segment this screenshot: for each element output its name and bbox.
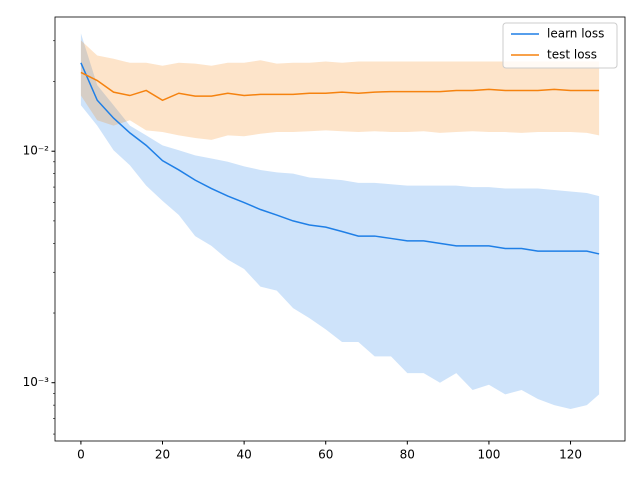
line [80, 71, 600, 102]
error-band [80, 40, 600, 140]
error-band [80, 33, 600, 409]
y-tick-label: 10⁻² [23, 144, 50, 158]
x-tick-label: 80 [400, 448, 415, 462]
y-tick-label: 10⁻³ [23, 375, 50, 389]
legend-label: learn loss [547, 27, 604, 41]
x-tick-label: 0 [77, 448, 85, 462]
x-tick-label: 100 [477, 448, 500, 462]
x-tick-label: 60 [318, 448, 333, 462]
x-tick-label: 120 [559, 448, 582, 462]
x-tick-label: 40 [236, 448, 251, 462]
line [80, 62, 600, 255]
legend-label: test loss [547, 48, 597, 62]
x-tick-label: 20 [155, 448, 170, 462]
plot-frame [54, 16, 626, 442]
